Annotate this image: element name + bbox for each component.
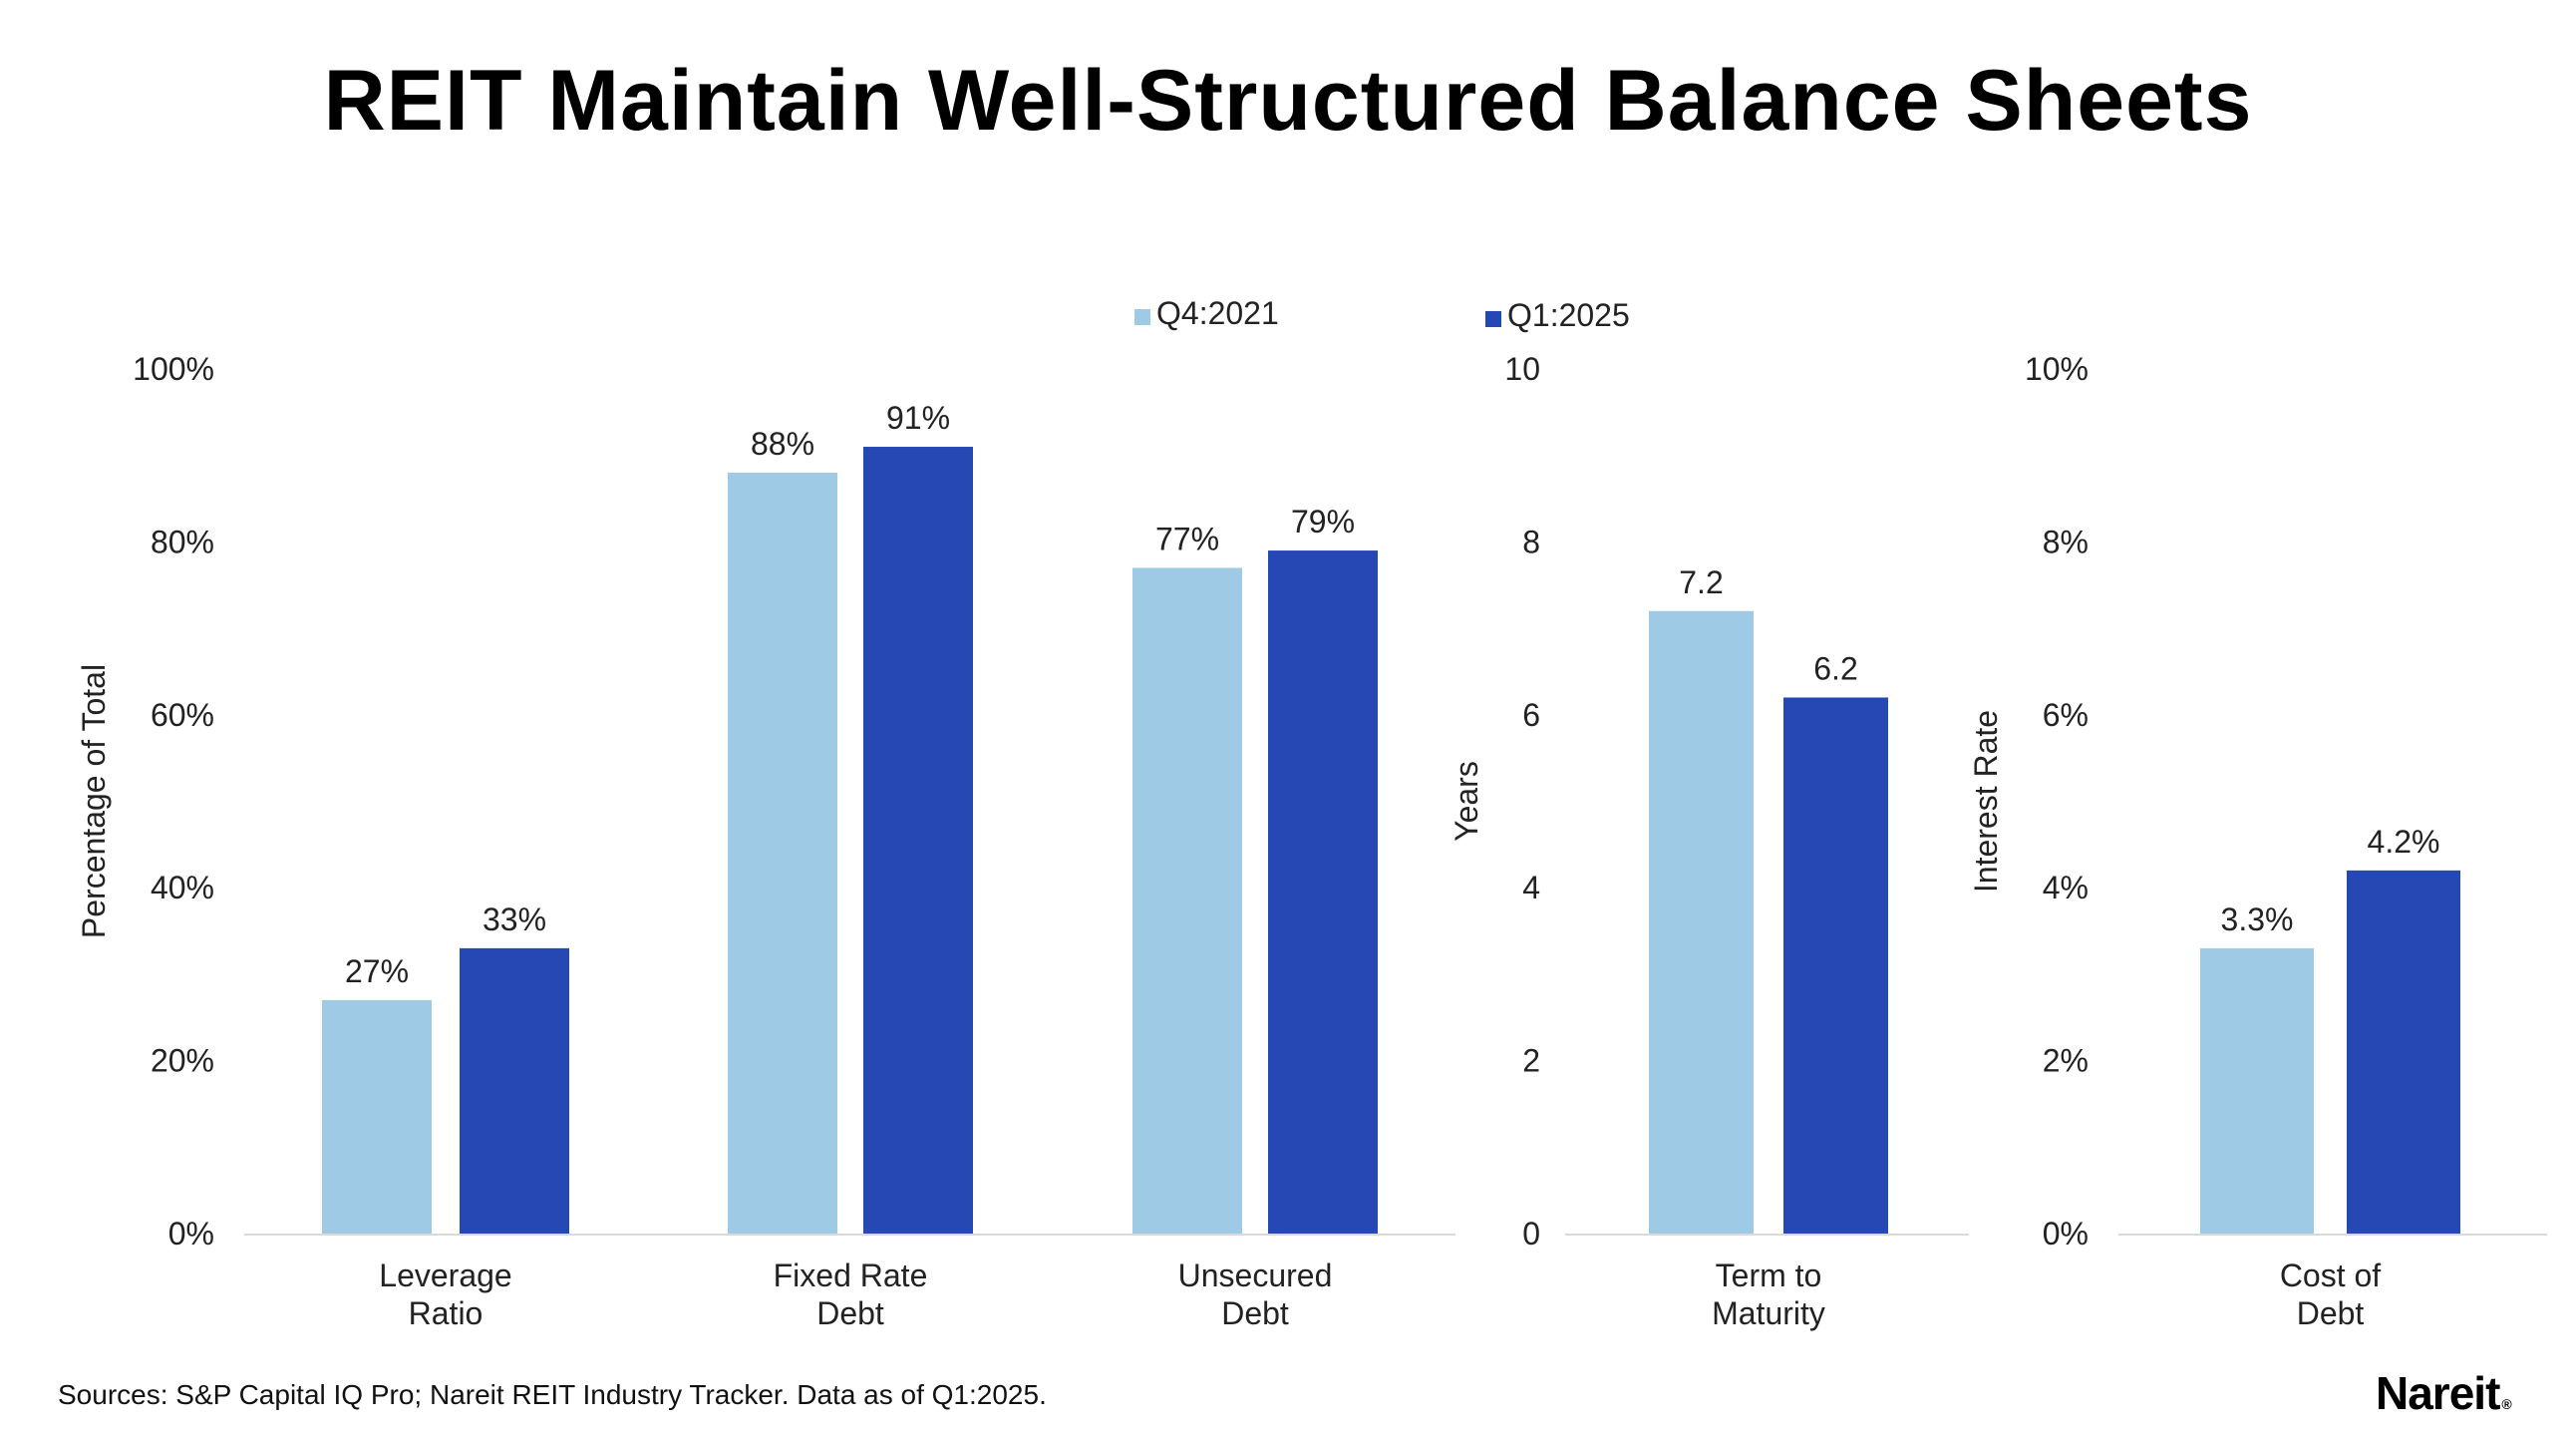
- data-label-0-0-0: 27%: [345, 953, 409, 989]
- y-tick-label-0-3: 60%: [151, 697, 214, 733]
- category-label-2-0-0: Cost of: [2280, 1257, 2381, 1293]
- category-label-0-2-1: Debt: [1221, 1295, 1289, 1331]
- y-tick-label-0-4: 80%: [151, 524, 214, 559]
- y-axis-label-0: Percentage of Total: [76, 664, 112, 938]
- logo-text: Nareit: [2376, 1367, 2500, 1419]
- logo-registered-mark: ®: [2501, 1396, 2511, 1412]
- bar-0-0-0: [322, 999, 432, 1234]
- bar-0-0-1: [460, 947, 569, 1234]
- bar-0-2-0: [1132, 567, 1242, 1234]
- y-tick-label-2-2: 4%: [2043, 870, 2089, 905]
- y-tick-label-2-0: 0%: [2043, 1216, 2089, 1252]
- bar-0-1-0: [728, 473, 837, 1234]
- bar-2-0-0: [2200, 947, 2314, 1234]
- data-label-1-0-1: 6.2: [1813, 650, 1857, 686]
- y-tick-label-0-5: 100%: [133, 351, 214, 387]
- source-note: Sources: S&P Capital IQ Pro; Nareit REIT…: [58, 1379, 1047, 1410]
- category-label-0-0-0: Leverage: [379, 1257, 511, 1293]
- nareit-logo: Nareit ®: [2376, 1366, 2512, 1420]
- category-label-1-0-1: Maturity: [1712, 1295, 1825, 1331]
- y-tick-label-0-1: 20%: [151, 1043, 214, 1079]
- bar-0-1-1: [863, 447, 973, 1234]
- category-label-0-1-0: Fixed Rate: [774, 1257, 928, 1293]
- data-label-2-0-1: 4.2%: [2368, 824, 2440, 860]
- y-tick-label-1-0: 0: [1522, 1216, 1540, 1252]
- y-tick-label-1-1: 2: [1522, 1043, 1540, 1079]
- bar-1-0-1: [1783, 697, 1888, 1234]
- bar-0-2-1: [1268, 550, 1378, 1234]
- category-label-0-0-1: Ratio: [409, 1295, 483, 1331]
- bar-2-0-1: [2347, 870, 2460, 1234]
- y-tick-label-2-4: 8%: [2043, 524, 2089, 559]
- y-tick-label-0-2: 40%: [151, 870, 214, 905]
- data-label-1-0-0: 7.2: [1679, 564, 1723, 600]
- legend-label-1: Q1:2025: [1507, 297, 1630, 333]
- y-axis-label-2: Interest Rate: [1968, 710, 2004, 893]
- y-tick-label-2-5: 10%: [2025, 351, 2089, 387]
- y-tick-label-1-5: 10: [1504, 351, 1540, 387]
- legend-swatch-0: [1134, 309, 1150, 325]
- data-label-0-1-1: 91%: [886, 400, 950, 436]
- y-tick-label-2-1: 2%: [2043, 1043, 2089, 1079]
- data-label-0-1-0: 88%: [751, 426, 814, 462]
- data-label-2-0-0: 3.3%: [2221, 901, 2294, 937]
- y-tick-label-1-3: 6: [1522, 697, 1540, 733]
- y-tick-label-1-2: 4: [1522, 870, 1540, 905]
- category-label-2-0-1: Debt: [2297, 1295, 2365, 1331]
- bar-1-0-0: [1649, 610, 1754, 1234]
- y-tick-label-2-3: 6%: [2043, 697, 2089, 733]
- data-label-0-2-0: 77%: [1155, 521, 1219, 556]
- category-label-0-2-0: Unsecured: [1178, 1257, 1333, 1293]
- y-tick-label-1-4: 8: [1522, 524, 1540, 559]
- legend-swatch-1: [1485, 311, 1501, 327]
- y-tick-label-0-0: 0%: [168, 1216, 214, 1252]
- legend-label-0: Q4:2021: [1156, 295, 1279, 331]
- data-label-0-0-1: 33%: [483, 901, 546, 937]
- category-label-0-1-1: Debt: [816, 1295, 884, 1331]
- category-label-1-0-0: Term to: [1716, 1257, 1822, 1293]
- chart-title: REIT Maintain Well-Structured Balance Sh…: [323, 53, 2253, 149]
- data-label-0-2-1: 79%: [1291, 504, 1355, 539]
- y-axis-label-1: Years: [1449, 761, 1484, 842]
